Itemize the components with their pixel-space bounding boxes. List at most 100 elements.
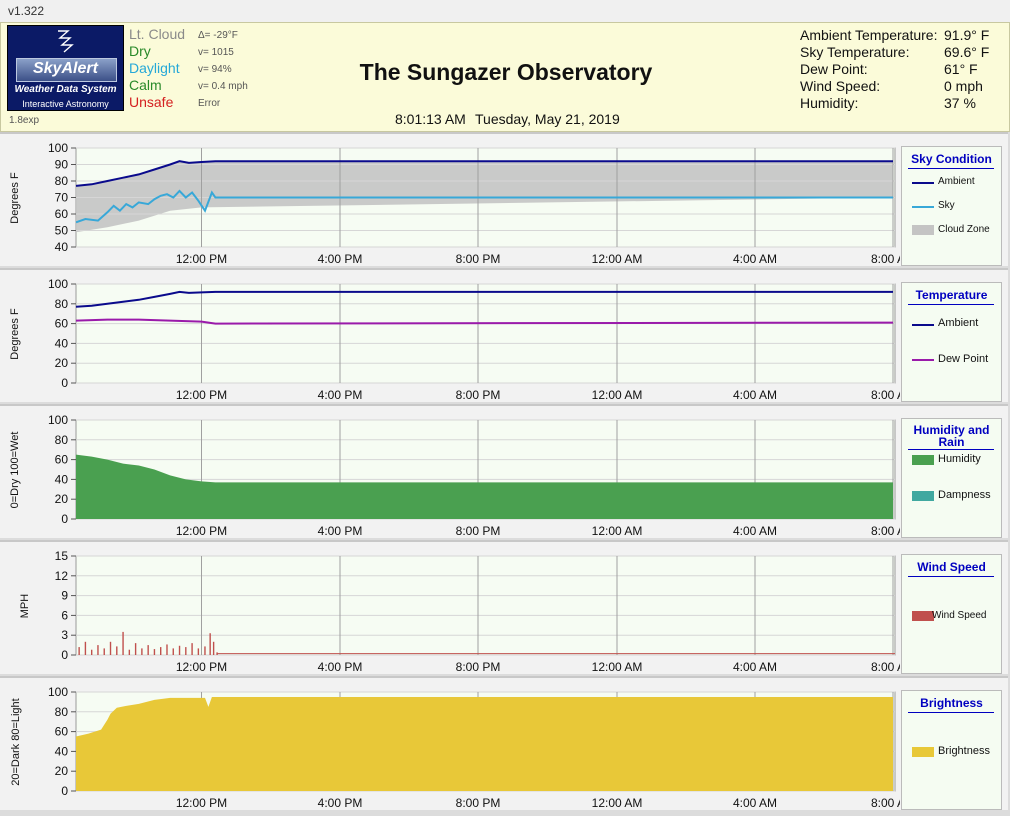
humidity-chart: 0 20 40 60 80 100 12:00 PM 4:00 PM 8:00 PM 12:00 …	[48, 413, 900, 538]
plot-area	[75, 555, 896, 656]
reading-value: 61° F	[944, 61, 978, 77]
y-tick-label: 6	[61, 608, 68, 622]
logo-tagline: Weather Data System	[14, 84, 117, 95]
y-tick-label: 100	[48, 277, 68, 291]
series-area	[76, 697, 893, 791]
y-tick-label: 80	[55, 174, 69, 188]
legend-swatch	[912, 206, 934, 208]
x-tick-label: 4:00 PM	[318, 252, 363, 266]
sky-condition-chart: 40 50 60 70 80 90 100 12:00 PM 4:00 PM 8:00 PM 12:…	[48, 141, 900, 266]
x-tick-label: 4:00 AM	[733, 524, 777, 538]
x-tick-label: 8:00 AM	[871, 524, 900, 538]
reading-value: 69.6° F	[944, 44, 990, 60]
build-label: 1.8exp	[9, 115, 40, 126]
skyalert-logo: SkyAlert Weather Data System Interactive…	[7, 25, 124, 111]
x-tick-label: 8:00 PM	[456, 388, 501, 402]
y-tick-label: 15	[55, 549, 69, 563]
legend-item: Humidity	[938, 453, 981, 465]
legend-title: Humidity and Rain	[913, 423, 990, 449]
series-line	[75, 189, 893, 224]
x-tick-label: 12:00 PM	[176, 524, 227, 538]
reading-label: Dew Point:	[800, 61, 868, 77]
y-axis-label: Degrees F	[9, 172, 21, 224]
legend-item: Ambient	[938, 317, 979, 329]
humidity-panel: 0 20 40 60 80 100 12:00 PM 4:00 PM 8:00 PM 12:00 …	[0, 404, 1008, 538]
status-light: Daylight	[129, 60, 180, 76]
legend-underline	[908, 449, 994, 450]
series-line	[75, 318, 894, 325]
y-tick-label: 40	[55, 472, 69, 486]
clock: 8:01:13 AM	[395, 111, 466, 127]
y-axis-label: 20=Dark 80=Light	[10, 698, 22, 786]
brightness-chart: 0 20 40 60 80 100 12:00 PM 4:00 PM 8:00 PM 12:00 …	[48, 685, 900, 810]
logo-subtagline: Interactive Astronomy	[22, 99, 109, 109]
y-tick-label: 20	[55, 492, 69, 506]
status-wind-value: v= 0.4 mph	[198, 81, 248, 92]
legend-title: Wind Speed	[917, 560, 986, 574]
legend-item: Cloud Zone	[938, 224, 990, 235]
y-tick-label: 80	[55, 433, 69, 447]
x-tick-label: 4:00 PM	[318, 660, 363, 674]
y-axis-label: Degrees F	[9, 308, 21, 360]
y-tick-label: 0	[61, 784, 68, 798]
sky-condition-legend: Sky Condition Ambient Sky Cloud Zone	[901, 146, 1002, 266]
x-tick-label: 12:00 PM	[176, 252, 227, 266]
legend-swatch	[912, 324, 934, 326]
legend-item: Dampness	[938, 489, 991, 501]
x-tick-label: 12:00 PM	[176, 796, 227, 810]
status-cloud: Lt. Cloud	[129, 26, 186, 42]
legend-item: Brightness	[938, 745, 990, 757]
status-safety: Unsafe	[129, 94, 174, 110]
y-tick-label: 100	[48, 685, 68, 699]
observatory-title: The Sungazer Observatory	[359, 59, 653, 85]
legend-item: Wind Speed	[932, 610, 987, 621]
y-tick-label: 40	[55, 744, 69, 758]
plot-area	[75, 283, 896, 384]
legend-item: Dew Point	[938, 353, 989, 365]
logo-band	[16, 58, 117, 82]
x-tick-label: 12:00 AM	[592, 660, 643, 674]
humidity-legend: Humidity and Rain Humidity Dampness	[901, 418, 1002, 538]
y-tick-label: 40	[55, 240, 69, 254]
y-axis-label: 0=Dry 100=Wet	[9, 431, 21, 509]
status-rain: Dry	[129, 43, 151, 59]
legend-item: Ambient	[938, 176, 975, 187]
reading-value: 0 mph	[944, 78, 983, 94]
x-tick-label: 8:00 PM	[456, 524, 501, 538]
y-tick-label: 20	[55, 356, 69, 370]
series-area	[76, 454, 893, 519]
y-tick-label: 100	[48, 413, 68, 427]
y-tick-label: 20	[55, 764, 69, 778]
legend-swatch	[912, 747, 934, 757]
series-line	[75, 290, 893, 308]
y-tick-label: 60	[55, 207, 69, 221]
logo-name: SkyAlert	[33, 60, 98, 77]
date: Tuesday, May 21, 2019	[475, 111, 620, 127]
x-tick-label: 4:00 PM	[318, 796, 363, 810]
x-tick-label: 8:00 PM	[456, 252, 501, 266]
x-tick-label: 4:00 AM	[733, 660, 777, 674]
status-wind: Calm	[129, 77, 162, 93]
y-tick-label: 60	[55, 725, 69, 739]
legend-swatch	[912, 491, 934, 501]
reading-value: 37 %	[944, 95, 976, 111]
legend-item: Sky	[938, 200, 955, 211]
y-tick-label: 9	[61, 589, 68, 603]
status-rain-value: v= 1015	[198, 47, 234, 58]
x-tick-label: 4:00 AM	[733, 252, 777, 266]
reading-label: Ambient Temperature:	[800, 27, 938, 43]
reading-label: Sky Temperature:	[800, 44, 910, 60]
status-safety-value: Error	[198, 98, 221, 109]
wind-speed-chart: 0 3 6 9 12 15 12:00 PM 4:00 PM 8:00 PM 12:00 AM 4:…	[55, 549, 900, 674]
legend-underline	[908, 304, 994, 305]
y-tick-label: 12	[55, 569, 69, 583]
y-tick-label: 80	[55, 705, 69, 719]
x-tick-label: 8:00 AM	[871, 796, 900, 810]
y-tick-label: 0	[61, 512, 68, 526]
legend-underline	[908, 168, 994, 169]
title-bar: v1.322	[0, 0, 1010, 23]
reading-value: 91.9° F	[944, 27, 990, 43]
brightness-panel: 0 20 40 60 80 100 12:00 PM 4:00 PM 8:00 PM 12:00 …	[0, 676, 1008, 810]
legend-swatch	[912, 225, 934, 235]
legend-swatch	[912, 611, 934, 621]
